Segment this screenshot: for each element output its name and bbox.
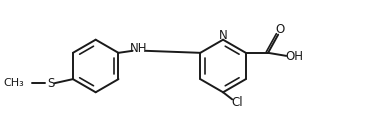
Text: OH: OH (285, 50, 303, 63)
Text: O: O (276, 23, 285, 36)
Text: Cl: Cl (231, 96, 243, 109)
Text: NH: NH (130, 42, 148, 55)
Text: S: S (47, 77, 54, 90)
Text: N: N (219, 29, 227, 42)
Text: CH₃: CH₃ (4, 78, 24, 88)
